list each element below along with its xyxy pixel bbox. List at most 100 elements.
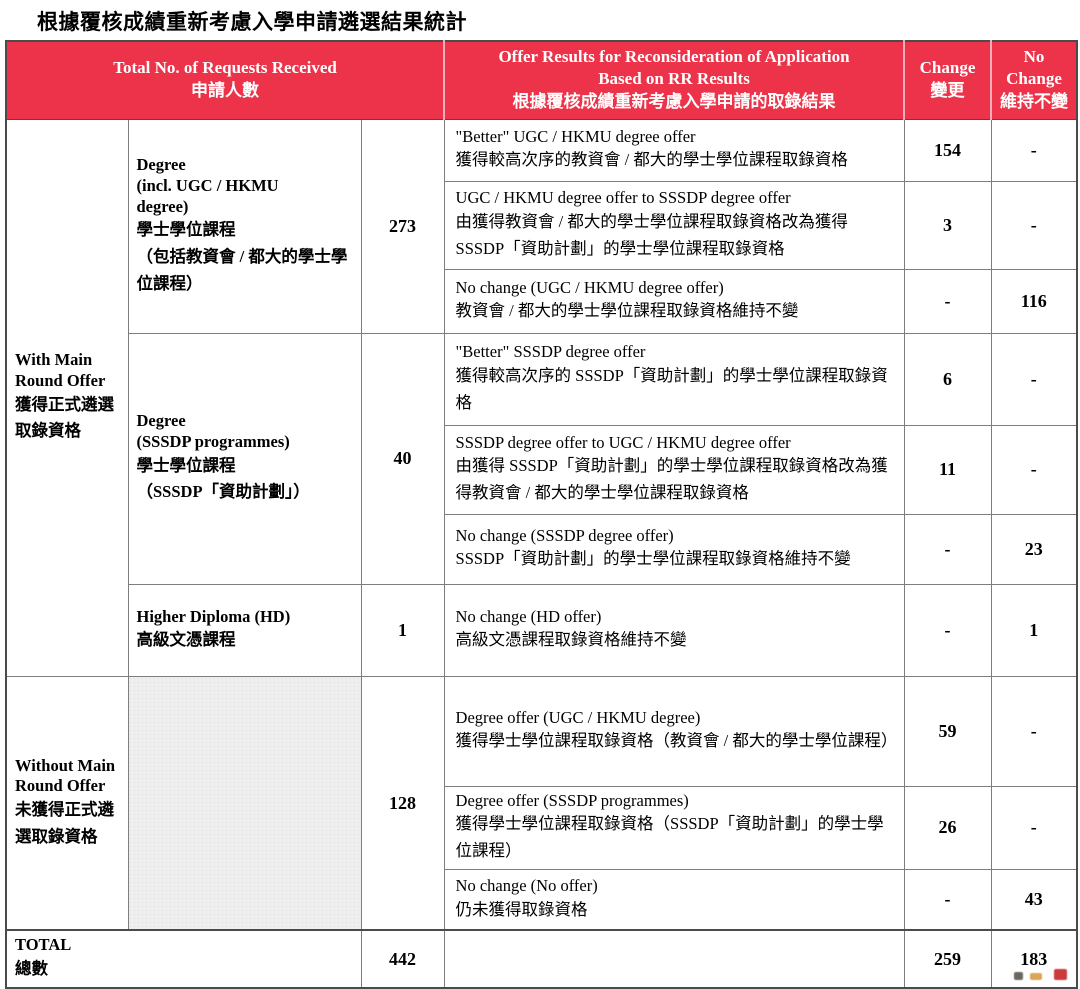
offer-result-zh: 教資會 / 都大的學士學位課程取錄資格維持不變: [455, 301, 799, 321]
header-offer-results-en: Offer Results for Reconsideration of App…: [498, 47, 850, 89]
table-row: UGC / HKMU degree offer to SSSDP degree …: [6, 180, 1078, 270]
offer-result-en: No change (No offer): [455, 875, 598, 895]
offer-result-zh: 獲得學士學位課程取錄資格（教資會 / 都大的學士學位課程）: [455, 731, 898, 751]
group-degree-ugc-label: Degree (incl. UGC / HKMU degree) 學士學位課程 …: [127, 118, 362, 334]
reconsideration-results-table: Total No. of Requests Received 申請人數 Offe…: [5, 40, 1079, 989]
table-row: No change (UGC / HKMU degree offer) 教資會 …: [6, 268, 1078, 334]
table-header-row: Total No. of Requests Received 申請人數 Offe…: [6, 41, 1078, 120]
change-value: -: [903, 868, 992, 931]
change-value: -: [903, 583, 992, 677]
no-change-value: -: [990, 332, 1078, 426]
header-no-change-en: No Change: [1006, 47, 1062, 89]
offer-result-cell: No change (No offer) 仍未獲得取錄資格: [443, 868, 905, 931]
header-total-requests-en: Total No. of Requests Received: [113, 58, 337, 78]
change-value: 59: [903, 675, 992, 787]
no-change-value: -: [990, 675, 1078, 787]
shaded-empty-cell: [127, 675, 362, 931]
offer-result-zh: 獲得學士學位課程取錄資格（SSSDP「資助計劃」的學士學位課程）: [455, 814, 884, 861]
offer-result-cell: Degree offer (UGC / HKMU degree) 獲得學士學位課…: [443, 675, 905, 787]
offer-result-cell: SSSDP degree offer to UGC / HKMU degree …: [443, 424, 905, 515]
header-change-zh: 變更: [930, 81, 965, 101]
offer-result-en: "Better" UGC / HKMU degree offer: [455, 126, 696, 146]
offer-result-cell: No change (SSSDP degree offer) SSSDP「資助計…: [443, 513, 905, 585]
group-label-zh1: 學士學位課程: [136, 455, 236, 475]
total-label: TOTAL 總數: [5, 929, 362, 989]
offer-result-en: No change (SSSDP degree offer): [455, 525, 674, 545]
header-total-requests: Total No. of Requests Received 申請人數: [6, 41, 446, 120]
section-without-main-round-offer: Without Main Round Offer 未獲得正式遴 選取錄資格: [5, 675, 129, 931]
no-change-value: 1: [990, 583, 1078, 677]
offer-result-zh: 仍未獲得取錄資格: [455, 899, 588, 919]
group-without-offer-count: 128: [360, 675, 445, 931]
page-title: 根據覆核成績重新考慮入學申請遴選結果統計: [37, 10, 467, 34]
group-label-zh2: （SSSDP「資助計劃」）: [136, 482, 310, 502]
section-label-zh: 獲得正式遴選 取錄資格: [15, 394, 114, 441]
total-change: 259: [903, 929, 992, 989]
group-degree-ugc-count: 273: [360, 118, 445, 334]
offer-result-cell: No change (HD offer) 高級文憑課程取錄資格維持不變: [443, 583, 905, 677]
offer-result-zh: 由獲得教資會 / 都大的學士學位課程取錄資格改為獲得 SSSDP「資助計劃」的學…: [455, 211, 848, 258]
offer-result-zh: 由獲得 SSSDP「資助計劃」的學士學位課程取錄資格改為獲得教資會 / 都大的學…: [455, 456, 888, 503]
group-label-en: Higher Diploma (HD): [136, 606, 291, 626]
header-no-change: No Change 維持不變: [990, 41, 1078, 120]
table-row: Degree (SSSDP programmes) 學士學位課程 （SSSDP「…: [6, 332, 1078, 585]
offer-result-en: No change (HD offer): [455, 606, 602, 626]
table-row: No change (SSSDP degree offer) SSSDP「資助計…: [6, 513, 1078, 585]
no-change-value: 43: [990, 868, 1078, 931]
offer-result-en: UGC / HKMU degree offer to SSSDP degree …: [455, 188, 791, 208]
group-label-en: Degree (incl. UGC / HKMU degree): [136, 155, 279, 216]
change-value: 11: [903, 424, 992, 515]
offer-result-en: Degree offer (SSSDP programmes): [455, 790, 689, 810]
fragment-shape: [1054, 969, 1067, 980]
table-row: Without Main Round Offer 未獲得正式遴 選取錄資格 12…: [5, 675, 1078, 931]
group-label-zh1: 高級文憑課程: [136, 630, 236, 650]
offer-result-zh: 獲得較高次序的教資會 / 都大的學士學位課程取錄資格: [455, 150, 848, 170]
header-change: Change 變更: [903, 41, 993, 120]
group-degree-sssdp-label: Degree (SSSDP programmes) 學士學位課程 （SSSDP「…: [127, 332, 362, 585]
offer-result-en: No change (UGC / HKMU degree offer): [455, 277, 724, 297]
offer-result-zh: SSSDP「資助計劃」的學士學位課程取錄資格維持不變: [455, 549, 851, 569]
total-offer-empty-cell: [443, 929, 905, 989]
total-label-en: TOTAL: [15, 935, 72, 955]
header-change-en: Change: [919, 58, 976, 78]
cutoff-watermark-fragment: [1014, 969, 1080, 980]
header-offer-results: Offer Results for Reconsideration of App…: [443, 41, 906, 120]
table-row: With Main Round Offer 獲得正式遴選 取錄資格 Degree…: [5, 118, 1078, 677]
change-value: 6: [903, 332, 992, 426]
group-label-en: Degree (SSSDP programmes): [136, 411, 290, 452]
no-change-value: 116: [990, 268, 1078, 334]
header-total-requests-zh: 申請人數: [191, 81, 260, 101]
no-change-value: -: [990, 785, 1078, 870]
group-higher-diploma-count: 1: [360, 583, 445, 677]
offer-result-zh: 高級文憑課程取錄資格維持不變: [455, 630, 687, 650]
group-label-zh2: （包括教資會 / 都大的學士學位課程）: [136, 246, 348, 293]
table-row: No change (No offer) 仍未獲得取錄資格 - 43: [6, 868, 1078, 931]
header-offer-results-zh: 根據覆核成績重新考慮入學申請的取錄結果: [512, 92, 836, 112]
offer-result-cell: UGC / HKMU degree offer to SSSDP degree …: [443, 180, 905, 270]
no-change-value: -: [990, 180, 1078, 270]
table-row: Degree offer (SSSDP programmes) 獲得學士學位課程…: [6, 785, 1078, 870]
section-label-en: Without Main Round Offer: [15, 755, 116, 796]
change-value: -: [903, 268, 992, 334]
offer-result-en: "Better" SSSDP degree offer: [455, 342, 646, 362]
offer-result-cell: "Better" UGC / HKMU degree offer 獲得較高次序的…: [443, 118, 905, 182]
no-change-value: 23: [990, 513, 1078, 585]
change-value: 26: [903, 785, 992, 870]
no-change-value: -: [990, 424, 1078, 515]
group-higher-diploma-label: Higher Diploma (HD) 高級文憑課程: [127, 583, 362, 677]
table-row: Higher Diploma (HD) 高級文憑課程 1 No change (…: [6, 583, 1078, 677]
offer-result-en: SSSDP degree offer to UGC / HKMU degree …: [455, 432, 791, 452]
offer-result-en: Degree offer (UGC / HKMU degree): [455, 707, 701, 727]
offer-result-cell: Degree offer (SSSDP programmes) 獲得學士學位課程…: [443, 785, 905, 870]
change-value: 154: [903, 118, 992, 182]
group-degree-sssdp-count: 40: [360, 332, 445, 585]
no-change-value: -: [990, 118, 1078, 182]
offer-result-zh: 獲得較高次序的 SSSDP「資助計劃」的學士學位課程取錄資格: [455, 365, 888, 412]
fragment-shape: [1014, 972, 1023, 980]
section-with-main-round-offer: With Main Round Offer 獲得正式遴選 取錄資格: [5, 118, 129, 677]
section-label-en: With Main Round Offer: [15, 350, 106, 391]
total-label-zh: 總數: [15, 959, 48, 979]
offer-result-cell: "Better" SSSDP degree offer 獲得較高次序的 SSSD…: [443, 332, 905, 426]
change-value: -: [903, 513, 992, 585]
total-requests: 442: [360, 929, 445, 989]
